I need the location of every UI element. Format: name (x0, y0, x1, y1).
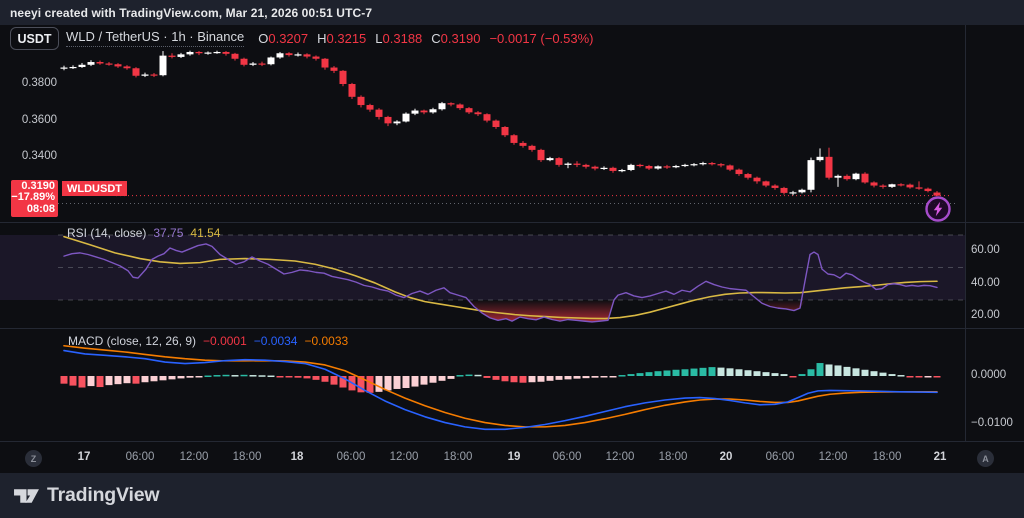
tradingview-logo-icon[interactable] (13, 482, 40, 509)
rsi-line (63, 243, 938, 323)
time-axis-label: 21 (933, 451, 947, 463)
time-axis-label: 12:00 (818, 451, 848, 463)
badge-countdown: 08:08 (26, 202, 55, 215)
rsi-oversold-fill (64, 300, 937, 322)
time-axis-label: 12:00 (179, 451, 209, 463)
current-price-badge: 0.3190 −17.89% 08:08 (11, 180, 58, 217)
time-axis-label: 06:00 (765, 451, 795, 463)
time-axis-label: 06:00 (125, 451, 155, 463)
open-value: 0.3207 (268, 30, 309, 46)
tradingview-logo-text[interactable]: TradingView (47, 484, 160, 506)
macd-tick-label: −0.0100 (971, 417, 1013, 429)
attribution-bar: neeyi created with TradingView.com, Mar … (0, 0, 1024, 25)
time-axis-label: 19 (507, 451, 521, 463)
macd-legend: MACD (close, 12, 26, 9) −0.0001 −0.0034 … (68, 334, 348, 348)
change-value: −0.0017 (−0.53%) (489, 30, 594, 46)
boost-lightning-icon[interactable] (924, 195, 952, 223)
time-axis-label: 12:00 (605, 451, 635, 463)
rsi-tick-label: 20.00 (971, 309, 1000, 322)
rsi-legend: RSI (14, close) 37.75 41.54 (67, 226, 220, 240)
symbol-name[interactable]: WLD / TetherUS · 1h · Binance (66, 29, 245, 47)
close-label: C (431, 30, 441, 46)
rsi-tick-label: 60.00 (971, 244, 1000, 257)
price-tick-label: 0.3800 (21, 77, 57, 89)
low-value: 0.3188 (382, 30, 423, 46)
open-label: O (258, 30, 269, 46)
macd-signal-line (63, 344, 938, 428)
timezone-button[interactable]: Z (25, 450, 42, 467)
macd-legend-title: MACD (close, 12, 26, 9) (68, 334, 197, 348)
footer-bar: TradingView (0, 473, 1024, 518)
time-axis[interactable]: Z 17 06:00 12:00 18:00 18 06:00 12:00 18:00 19 06… (0, 441, 1024, 473)
time-axis-label: 18 (290, 451, 304, 463)
time-axis-label: 06:00 (336, 451, 366, 463)
time-axis-label: 12:00 (389, 451, 419, 463)
time-axis-label: 20 (719, 451, 733, 463)
symbol-price-label: WLDUSDT (62, 181, 127, 196)
high-label: H (317, 30, 327, 46)
macd-tick-label: 0.0000 (971, 369, 1007, 381)
currency-button[interactable]: USDT (10, 27, 59, 50)
close-value: 0.3190 (440, 30, 481, 46)
time-axis-label: 17 (77, 451, 91, 463)
macd-signal-value: −0.0033 (304, 334, 349, 348)
price-tick-label: 0.3600 (21, 113, 57, 126)
adjust-button[interactable]: A (977, 450, 994, 467)
time-axis-label: 06:00 (552, 451, 582, 463)
price-tick-label: 0.3400 (21, 150, 57, 163)
rsi-tick-label: 40.00 (971, 276, 1000, 289)
time-axis-label: 18:00 (232, 451, 262, 463)
macd-line (63, 349, 938, 431)
time-axis-label: 18:00 (658, 451, 688, 463)
high-value: 0.3215 (326, 30, 367, 46)
ohlc-values: O 0.3207 H 0.3215 L 0.3188 C 0.3190 −0.0017 … (258, 31, 593, 46)
candles-layer (60, 50, 941, 196)
attribution-text: neeyi created with TradingView.com, Mar … (10, 5, 373, 20)
rsi-legend-title: RSI (14, close) (67, 226, 147, 240)
time-axis-label: 18:00 (443, 451, 473, 463)
macd-histogram (60, 363, 941, 393)
rsi-legend-value: 37.75 (153, 226, 184, 240)
time-axis-label: 18:00 (872, 451, 902, 463)
rsi-ma-legend-value: 41.54 (190, 226, 221, 240)
badge-price: 0.3190 (21, 180, 55, 192)
low-label: L (375, 30, 383, 46)
badge-change-pct: −17.89% (11, 191, 55, 204)
macd-line-value: −0.0034 (253, 334, 298, 348)
macd-hist-value: −0.0001 (203, 334, 247, 348)
